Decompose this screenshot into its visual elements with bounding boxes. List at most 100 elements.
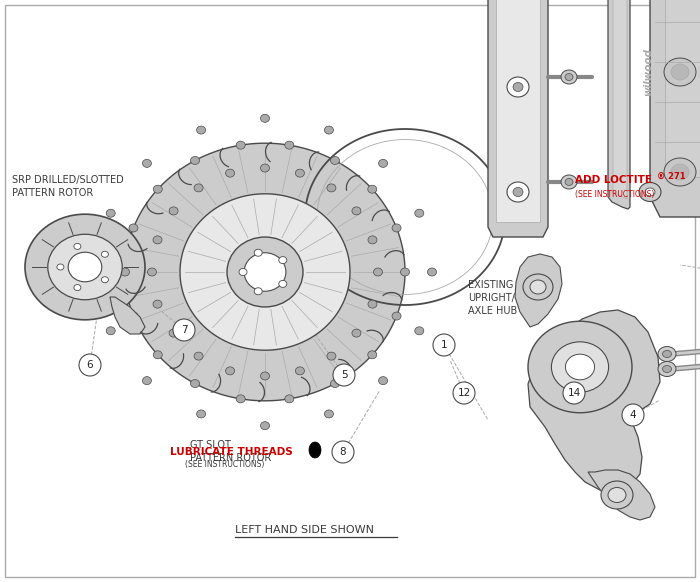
Circle shape [79, 354, 101, 376]
Text: 5: 5 [341, 370, 347, 380]
Ellipse shape [169, 329, 178, 337]
Ellipse shape [530, 280, 546, 294]
Ellipse shape [379, 377, 388, 385]
Ellipse shape [645, 188, 655, 196]
Ellipse shape [379, 159, 388, 168]
Text: ® 271: ® 271 [657, 172, 685, 181]
Circle shape [563, 382, 585, 404]
Ellipse shape [566, 354, 594, 380]
Ellipse shape [106, 327, 116, 335]
Text: wilwood: wilwood [643, 48, 653, 96]
Ellipse shape [507, 77, 529, 97]
Ellipse shape [197, 410, 206, 418]
Ellipse shape [106, 209, 116, 217]
Ellipse shape [565, 179, 573, 186]
Ellipse shape [368, 185, 377, 193]
Text: EXISTING
UPRIGHT/
AXLE HUB: EXISTING UPRIGHT/ AXLE HUB [468, 280, 517, 317]
Ellipse shape [352, 329, 361, 337]
Text: 4: 4 [630, 410, 636, 420]
Ellipse shape [374, 268, 382, 276]
Ellipse shape [48, 235, 122, 300]
Ellipse shape [120, 268, 130, 276]
Polygon shape [588, 470, 655, 520]
Ellipse shape [513, 187, 523, 197]
Ellipse shape [190, 379, 199, 388]
Polygon shape [608, 0, 630, 209]
Ellipse shape [513, 83, 523, 91]
Ellipse shape [658, 361, 676, 377]
Ellipse shape [68, 252, 102, 282]
Ellipse shape [392, 312, 401, 320]
Circle shape [333, 364, 355, 386]
Ellipse shape [236, 395, 245, 403]
Ellipse shape [197, 126, 206, 134]
Ellipse shape [94, 268, 102, 276]
Ellipse shape [608, 488, 626, 502]
Ellipse shape [194, 184, 203, 192]
Ellipse shape [565, 73, 573, 80]
Ellipse shape [400, 268, 410, 276]
Text: 8: 8 [340, 447, 346, 457]
Polygon shape [528, 310, 660, 492]
Ellipse shape [260, 372, 270, 380]
Ellipse shape [415, 209, 424, 217]
Text: ADD LOCTITE: ADD LOCTITE [575, 175, 652, 185]
Ellipse shape [662, 350, 671, 357]
Ellipse shape [153, 185, 162, 193]
Ellipse shape [368, 236, 377, 244]
Circle shape [173, 319, 195, 341]
Ellipse shape [260, 164, 270, 172]
Ellipse shape [415, 327, 424, 335]
Ellipse shape [662, 365, 671, 372]
Ellipse shape [330, 157, 340, 165]
Ellipse shape [561, 70, 577, 84]
Ellipse shape [368, 351, 377, 359]
Polygon shape [180, 194, 350, 350]
Ellipse shape [142, 377, 151, 385]
Ellipse shape [25, 214, 145, 320]
Ellipse shape [295, 169, 304, 177]
Ellipse shape [528, 321, 632, 413]
Ellipse shape [601, 481, 633, 509]
Ellipse shape [102, 276, 108, 283]
Ellipse shape [153, 351, 162, 359]
Ellipse shape [225, 169, 234, 177]
Circle shape [622, 404, 644, 426]
Text: (SEE INSTRUCTIONS): (SEE INSTRUCTIONS) [575, 190, 654, 199]
Ellipse shape [561, 175, 577, 189]
Ellipse shape [324, 126, 333, 134]
Ellipse shape [254, 249, 262, 256]
Text: SRP DRILLED/SLOTTED
PATTERN ROTOR: SRP DRILLED/SLOTTED PATTERN ROTOR [12, 175, 124, 198]
Ellipse shape [327, 352, 336, 360]
Ellipse shape [507, 182, 529, 202]
Ellipse shape [244, 253, 286, 291]
Ellipse shape [142, 159, 151, 168]
Text: 14: 14 [568, 388, 580, 398]
Ellipse shape [327, 184, 336, 192]
Ellipse shape [671, 164, 689, 180]
Ellipse shape [254, 288, 262, 294]
Polygon shape [488, 0, 548, 237]
Text: (SEE INSTRUCTIONS): (SEE INSTRUCTIONS) [185, 460, 265, 469]
Polygon shape [125, 143, 405, 401]
Ellipse shape [324, 410, 333, 418]
Ellipse shape [190, 157, 199, 165]
Ellipse shape [102, 251, 108, 257]
Ellipse shape [74, 285, 81, 290]
Ellipse shape [552, 342, 608, 392]
Ellipse shape [260, 421, 270, 430]
Ellipse shape [368, 300, 377, 308]
Ellipse shape [671, 64, 689, 80]
Text: 6: 6 [87, 360, 93, 370]
Ellipse shape [279, 281, 287, 288]
Ellipse shape [523, 274, 553, 300]
Ellipse shape [239, 268, 247, 275]
Ellipse shape [428, 268, 437, 276]
Ellipse shape [227, 237, 303, 307]
Ellipse shape [153, 236, 162, 244]
Text: GT SLOT
PATTERN ROTOR: GT SLOT PATTERN ROTOR [190, 440, 272, 463]
Ellipse shape [260, 114, 270, 122]
Ellipse shape [57, 264, 64, 270]
Polygon shape [613, 0, 627, 199]
Ellipse shape [392, 224, 401, 232]
